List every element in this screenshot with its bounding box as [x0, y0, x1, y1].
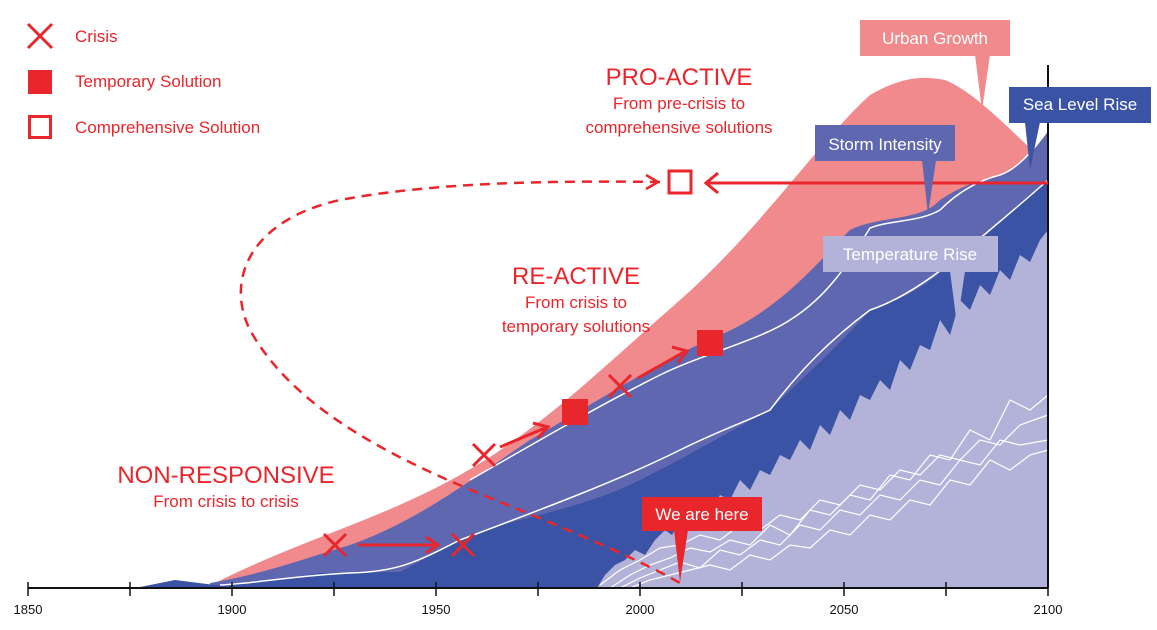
- temperature-trace-1: [599, 414, 1049, 586]
- nonresponsive-arrow-head: [425, 535, 441, 555]
- tick-label-2050: 2050: [830, 602, 859, 617]
- crisis-cross-4: [607, 373, 633, 399]
- legend-temporary-label: Temporary Solution: [75, 72, 221, 91]
- sea-level-callout: Sea Level Rise: [1009, 87, 1151, 170]
- storm-intensity-label: Storm Intensity: [828, 135, 942, 154]
- temporary-solution-icon: [28, 70, 52, 94]
- temporary-solution-marker-2: [697, 330, 723, 356]
- tick-label-2000: 2000: [626, 602, 655, 617]
- tick-label-1950: 1950: [422, 602, 451, 617]
- sea-level-label: Sea Level Rise: [1023, 95, 1137, 114]
- pro-active-title: PRO-ACTIVE: [606, 64, 753, 91]
- reactive-arrow-1: [499, 426, 546, 449]
- dashed-loop-path: [239, 180, 681, 585]
- crisis-icon: [26, 22, 54, 50]
- crisis-cross-3: [471, 442, 497, 468]
- temperature-rise-label: Temperature Rise: [843, 245, 977, 264]
- dashed-arrow-head: [645, 173, 661, 191]
- crisis-cross-2: [450, 532, 476, 558]
- temperature-trace-3: [619, 439, 1049, 589]
- storm-intensity-callout: Storm Intensity: [815, 125, 955, 215]
- tick-label-1850: 1850: [14, 602, 43, 617]
- re-active-line2: temporary solutions: [502, 317, 650, 336]
- we-are-here-label: We are here: [655, 505, 748, 524]
- temporary-solution-marker-1: [562, 399, 588, 425]
- temperature-rise-callout: Temperature Rise: [823, 236, 998, 325]
- legend-comprehensive-label: Comprehensive Solution: [75, 118, 260, 137]
- legend: Crisis Temporary Solution Comprehensive …: [26, 22, 260, 139]
- comprehensive-solution-icon: [28, 115, 52, 139]
- reactive-arrow-2: [637, 350, 685, 380]
- re-active-line1: From crisis to: [525, 293, 627, 312]
- urban-growth-label: Urban Growth: [882, 29, 988, 48]
- reactive-arrow-1-head: [532, 421, 551, 440]
- pro-active-line2: comprehensive solutions: [585, 118, 772, 137]
- temperature-trace-4: [629, 449, 1049, 589]
- reactive-arrow-2-head: [671, 345, 690, 364]
- proactive-arrow-head: [703, 171, 719, 195]
- urban-growth-callout: Urban Growth: [860, 20, 1010, 110]
- non-responsive-line1: From crisis to crisis: [153, 492, 298, 511]
- non-responsive-title: NON-RESPONSIVE: [117, 462, 334, 489]
- x-ticks: [27, 582, 1049, 596]
- crisis-cross-1: [322, 532, 348, 558]
- pro-active-line1: From pre-crisis to: [613, 94, 745, 113]
- legend-crisis-label: Crisis: [75, 27, 118, 46]
- comprehensive-solution-marker: [667, 169, 693, 195]
- re-active-title: RE-ACTIVE: [512, 263, 640, 290]
- we-are-here-callout: We are here: [642, 497, 762, 582]
- tick-label-1900: 1900: [218, 602, 247, 617]
- tick-label-2100: 2100: [1034, 602, 1063, 617]
